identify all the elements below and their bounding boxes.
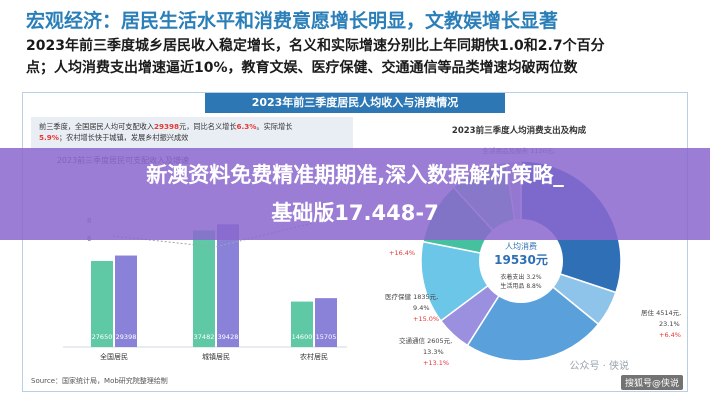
donut-detail-2: 生活用品 8.8% bbox=[500, 282, 541, 290]
bar-农村居民-0 bbox=[291, 301, 313, 347]
note-text-1a: 前三季度，全国居民人均可支配收入 bbox=[39, 122, 155, 131]
overlay-line-1: 新澳资料免费精准期期准,深入数据解析策略_ bbox=[146, 163, 564, 187]
pie-label-transport-pct: 13.3% bbox=[423, 348, 444, 356]
pie-label-housing-pct: 23.1% bbox=[659, 320, 680, 328]
promo-overlay-text: 新澳资料免费精准期期准,深入数据解析策略_ 基础版17.448-7 bbox=[0, 156, 710, 232]
bar-城镇居民-0 bbox=[193, 230, 215, 347]
bar-value-label: 29398 bbox=[116, 333, 137, 341]
summary-note: 前三季度，全国居民人均可支配收入29398元，同比名义增长6.3%。实际增长 5… bbox=[31, 117, 353, 151]
donut-hole bbox=[479, 219, 563, 303]
sohu-watermark: 搜狐号@侠说 bbox=[620, 375, 683, 390]
source-note: Source：国家统计局，Mob研究院整理绘制 bbox=[31, 377, 168, 385]
donut-center-value: 19530元 bbox=[494, 253, 548, 267]
promo-overlay-band: 新澳资料免费精准期期准,深入数据解析策略_ 基础版17.448-7 bbox=[0, 148, 710, 240]
headline-title: 宏观经济：居民生活水平和消费意愿增长明显，文教娱增长显著 bbox=[26, 10, 559, 32]
category-label: 农村居民 bbox=[300, 352, 328, 361]
category-label: 城镇居民 bbox=[202, 352, 230, 361]
panel-banner: 2023年前三季度居民人均收入与消费情况 bbox=[205, 93, 505, 113]
headline: 宏观经济：居民生活水平和消费意愿增长明显，文教娱增长显著 2023年前三季度城乡… bbox=[26, 8, 696, 78]
donut-detail-1: 衣着支出 3.2% bbox=[500, 273, 541, 281]
note-text-1b: 元，同比名义增长 bbox=[179, 122, 237, 131]
donut-center-label: 人均消费 bbox=[505, 241, 537, 251]
pie-label-housing: 居住 4514元, bbox=[641, 308, 681, 317]
infographic-panel: 2023年前三季度居民人均收入与消费情况 前三季度，全国居民人均可支配收入293… bbox=[22, 92, 688, 392]
headline-subtitle-2: 点；人均消费支出增速逼近10%，教育文娱、医疗保健、交通通信等品类增速均破两位数 bbox=[26, 60, 578, 76]
pie-label-medical-growth: +15.0% bbox=[413, 315, 439, 323]
income-bar-chart: 2023前三季度居民可支配收入及增速 8 6 27650293983748239… bbox=[57, 155, 347, 361]
bar-value-label: 15705 bbox=[316, 333, 337, 341]
pie-label-medical-pct: 9.4% bbox=[413, 304, 430, 312]
bar-value-label: 37482 bbox=[194, 333, 215, 341]
bar-全国居民-0 bbox=[91, 260, 113, 347]
bar-value-label: 27650 bbox=[92, 333, 113, 341]
overlay-line-2: 基础版17.448-7 bbox=[271, 201, 439, 225]
note-nominal-pct: 6.3% bbox=[236, 122, 257, 131]
wechat-watermark: 公众号 · 侠说 bbox=[569, 361, 629, 372]
note-text-2: ；农村增长快于城镇，发展乡村振兴成效 bbox=[58, 133, 189, 142]
pie-label-medical: 医疗保健 1835元, bbox=[385, 292, 438, 301]
note-income-value: 29398 bbox=[154, 122, 180, 131]
bar-城镇居民-1 bbox=[217, 224, 239, 347]
pie-label-transport: 交通通信 2605元, bbox=[399, 336, 452, 345]
bar-农村居民-1 bbox=[315, 298, 337, 347]
headline-subtitle-1: 2023年前三季度城乡居民收入稳定增长，名义和实际增速分别比上年同期快1.0和2… bbox=[26, 38, 605, 54]
pie-label-left-growth: +16.4% bbox=[389, 249, 415, 257]
bar-value-label: 14600 bbox=[292, 333, 313, 341]
pie-label-transport-growth: +13.1% bbox=[423, 359, 449, 367]
note-text-1c: 。实际增长 bbox=[256, 122, 293, 131]
category-label: 全国居民 bbox=[100, 352, 128, 361]
pie-chart-title: 2023前三季度人均消费支出及构成 bbox=[452, 125, 587, 136]
slice-居住 bbox=[466, 259, 600, 362]
pie-label-housing-growth: +6.4% bbox=[659, 331, 681, 339]
bar-全国居民-1 bbox=[115, 255, 137, 347]
note-real-pct: 5.9% bbox=[39, 133, 59, 142]
bar-value-label: 39428 bbox=[218, 333, 239, 341]
